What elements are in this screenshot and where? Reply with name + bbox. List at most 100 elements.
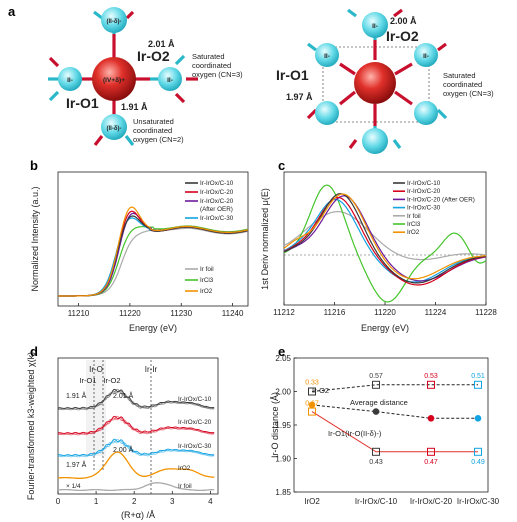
stub bbox=[174, 92, 186, 104]
legend-text: Ir-IrOx/C-20 bbox=[200, 198, 234, 205]
curves-c bbox=[283, 184, 487, 303]
svg-text:Saturated: Saturated bbox=[192, 52, 225, 61]
svg-text:coordinated: coordinated bbox=[443, 80, 482, 89]
ytick-label-e: 1.90 bbox=[275, 455, 291, 464]
structure-left: (IV+δ)+ (II-δ)- (II-δ)- II- II- Ir-O2 2.… bbox=[48, 7, 243, 146]
svg-text:coordinated: coordinated bbox=[192, 61, 231, 70]
label-ir-o1-left: Ir-O1 bbox=[66, 95, 99, 111]
svg-text:Saturated: Saturated bbox=[443, 71, 476, 80]
stub bbox=[307, 42, 317, 52]
legend-text: Ir-IrOx/C-30 bbox=[200, 215, 234, 222]
note-saturated-right: Saturated coordinated oxygen (CN=3) bbox=[443, 71, 494, 98]
point-ir-o1 bbox=[308, 407, 316, 416]
ytick-label-e: 2.05 bbox=[275, 354, 291, 363]
series-line-d bbox=[57, 440, 215, 458]
ligand-top-charge-right: II- bbox=[372, 23, 378, 30]
xtick-label-e: Ir-IrOx/C-30 bbox=[457, 497, 500, 506]
stub bbox=[93, 10, 103, 20]
xtick-label-c: 11228 bbox=[475, 308, 497, 317]
series-line-c bbox=[283, 198, 487, 283]
legend-text-c: IrO2 bbox=[407, 229, 420, 236]
bond-ll bbox=[339, 90, 356, 106]
chart-b: 11210 11220 11230 11240 Ir-IrOx/C-10 Ir-IrO… bbox=[30, 171, 249, 333]
point-ir-o1 bbox=[372, 447, 380, 456]
distance-o1-right: 1.97 Å bbox=[286, 92, 313, 102]
label-ir-o2-left: Ir-O2 bbox=[137, 48, 170, 64]
distance-o1-left: 1.91 Å bbox=[121, 102, 148, 112]
series-line-c bbox=[283, 196, 487, 286]
xtick-label-d: 4 bbox=[208, 497, 213, 506]
point-ir-o2 bbox=[372, 380, 380, 389]
legend-text-c: Ir-IrOx/C-10 bbox=[407, 180, 441, 187]
stub bbox=[125, 10, 135, 20]
point-ir-o1 bbox=[474, 447, 482, 456]
panel-label-d: d bbox=[30, 344, 38, 359]
oxygen-lr-right bbox=[414, 101, 438, 125]
xtick-label-b: 11220 bbox=[119, 309, 141, 318]
bond-ul bbox=[339, 62, 356, 76]
series-line-c bbox=[283, 193, 487, 284]
point-ir-o1 bbox=[427, 447, 435, 456]
stub bbox=[392, 139, 402, 149]
ir-atom-right bbox=[354, 62, 396, 104]
yticks-e: 1.85 1.90 1.95 2.00 2.05 bbox=[275, 354, 297, 497]
stub bbox=[124, 135, 135, 146]
xticks-b: 11210 11220 11230 11240 bbox=[68, 303, 244, 318]
svg-text:oxygen (CN=3): oxygen (CN=3) bbox=[192, 70, 243, 79]
value-label-ir-o1: 0.67 bbox=[305, 401, 319, 408]
ytick-label-e: 2.00 bbox=[275, 388, 291, 397]
legend-text: IrCl3 bbox=[200, 277, 214, 284]
xtick-label-d: 0 bbox=[56, 497, 61, 506]
curves-d bbox=[57, 388, 215, 492]
oxygen-bottom-left bbox=[101, 114, 127, 140]
panel-label-c: c bbox=[278, 158, 285, 173]
note-saturated-left: Saturated coordinated oxygen (CN=3) bbox=[192, 52, 243, 79]
line-ir-o2 bbox=[311, 384, 478, 392]
xtick-label-c: 11212 bbox=[273, 308, 295, 317]
panel-label-a: a bbox=[8, 4, 16, 19]
ylabel-b: Normalized Intensity (a.u.) bbox=[30, 186, 40, 291]
stub bbox=[348, 139, 358, 149]
plot-frame-e bbox=[293, 357, 489, 493]
label-ir-o1-series: Ir-O1(Ir-O(II-δ)-) bbox=[328, 429, 382, 438]
annotation-d-4: 2.00 Å bbox=[113, 445, 134, 454]
ir-atom-left bbox=[92, 57, 136, 101]
legend-text-c: Ir-IrOx/C-20 bbox=[407, 188, 441, 195]
svg-text:coordinated: coordinated bbox=[133, 126, 172, 135]
oxygen-ll-right bbox=[315, 101, 339, 125]
ytick-label-e: 1.85 bbox=[275, 488, 291, 497]
structure-right: II- II- II- 2.00 Å Ir-O2 Ir-O1 1.97 Å Sa… bbox=[276, 8, 494, 154]
stub bbox=[174, 54, 186, 66]
legend-text-c: Ir-IrOx/C-30 bbox=[407, 205, 441, 212]
stub bbox=[93, 135, 104, 146]
series-line-b bbox=[58, 227, 249, 297]
plot-frame-c bbox=[283, 171, 487, 306]
xtick-label-b: 11240 bbox=[222, 309, 244, 318]
ligand-bottom-charge: (II-δ)- bbox=[107, 126, 122, 132]
label-ir-o1-right: Ir-O1 bbox=[276, 67, 309, 83]
oxygen-left-left bbox=[58, 67, 82, 91]
xtick-label-e: IrO2 bbox=[304, 497, 320, 506]
legend-text: Ir foil bbox=[200, 266, 214, 273]
panel-label-e: e bbox=[278, 344, 285, 359]
svg-text:Unsaturated: Unsaturated bbox=[133, 117, 174, 126]
scale-note-d: × 1/4 bbox=[66, 483, 81, 490]
series-line-d bbox=[57, 451, 215, 479]
xlabel-b: Energy (eV) bbox=[129, 323, 177, 333]
stub bbox=[48, 56, 60, 68]
xtick-label-e: Ir-IrOx/C-20 bbox=[410, 497, 453, 506]
legend-text: Ir-IrOx/C-20 bbox=[200, 189, 234, 196]
series-line-c bbox=[283, 193, 487, 280]
stub bbox=[437, 42, 447, 52]
value-label-ir-o2: 0.53 bbox=[424, 373, 438, 380]
xtick-label-b: 11230 bbox=[170, 309, 192, 318]
annotation-d-3: 1.97 Å bbox=[66, 460, 87, 469]
chart-e: 1.85 1.90 1.95 2.00 2.05 IrO2 Ir-IrOx/C-10 Ir-… bbox=[270, 354, 500, 506]
xtick-label-d: 1 bbox=[94, 497, 99, 506]
label-ir-o2-right: Ir-O2 bbox=[386, 28, 419, 44]
stub bbox=[48, 90, 60, 102]
labels-e: 0.33 0.57 0.53 0.51 0.67 0.43 0.47 0.49 bbox=[305, 373, 485, 466]
oxygen-right-left bbox=[158, 67, 182, 91]
